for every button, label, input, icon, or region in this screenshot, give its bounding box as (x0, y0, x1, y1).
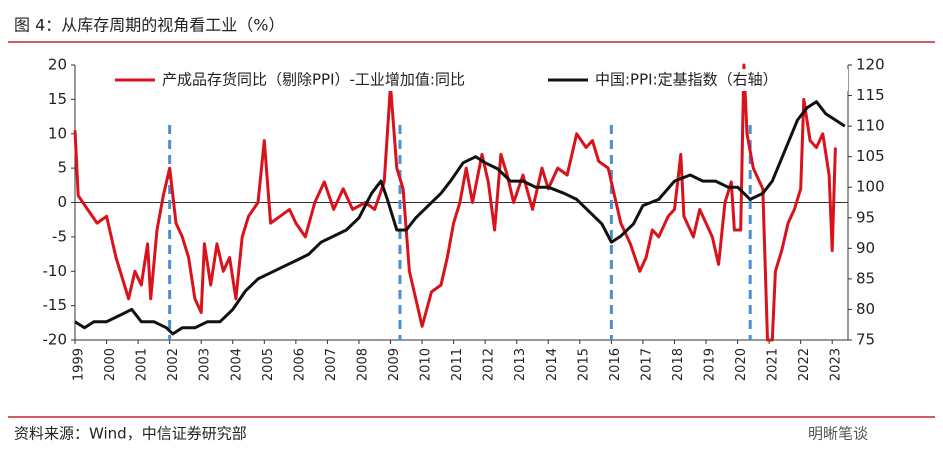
x-tick-label: 2000 (103, 348, 118, 381)
x-tick-label: 2008 (355, 348, 370, 381)
legend-bg (160, 69, 540, 91)
x-tick-label: 2011 (450, 348, 465, 381)
y-tick-label: 20 (48, 56, 67, 74)
x-tick-label: 2022 (797, 348, 812, 381)
x-tick-label: 2019 (703, 348, 718, 381)
legend-bg (593, 69, 848, 91)
y2-tick-label: 80 (856, 300, 875, 318)
y2-tick-label: 85 (856, 269, 875, 287)
legend-label: 产成品存货同比（剔除PPI）-工业增加值:同比 (162, 71, 465, 89)
y-tick-label: -10 (43, 262, 68, 280)
y2-tick-label: 110 (856, 117, 885, 135)
watermark: 明晰笔谈 (808, 425, 868, 443)
y2-tick-label: 100 (856, 178, 885, 196)
x-tick-label: 2005 (261, 348, 276, 381)
y-tick-label: 0 (57, 193, 67, 211)
y-tick-label: 10 (48, 124, 67, 142)
x-tick-label: 1999 (72, 348, 87, 381)
series-line (74, 100, 846, 336)
x-tick-label: 2003 (198, 348, 213, 381)
x-tick-label: 2012 (482, 348, 497, 381)
x-tick-label: 2002 (166, 348, 181, 381)
y2-tick-label: 105 (856, 147, 885, 165)
x-tick-label: 2018 (671, 348, 686, 381)
x-tick-label: 2014 (545, 348, 560, 381)
chart-title: 图 4：从库存周期的视角看工业（%） (14, 16, 284, 35)
y2-tick-label: 95 (856, 208, 875, 226)
x-tick-label: 2004 (229, 348, 244, 381)
legend-label: 中国:PPI:定基指数（右轴） (595, 71, 778, 89)
x-tick-label: 2023 (829, 348, 844, 381)
x-tick-label: 2007 (324, 348, 339, 381)
x-tick-label: 2006 (292, 348, 307, 381)
x-tick-label: 2017 (639, 348, 654, 381)
y2-tick-label: 115 (856, 86, 885, 104)
y2-tick-label: 90 (856, 239, 875, 257)
x-tick-label: 2015 (576, 348, 591, 381)
y-tick-label: 5 (57, 159, 67, 177)
y-tick-label: 15 (48, 90, 67, 108)
x-tick-label: 2021 (766, 348, 781, 381)
y-tick-label: -5 (52, 227, 67, 245)
y2-tick-label: 120 (856, 56, 885, 74)
y-tick-label: -20 (43, 331, 68, 349)
x-tick-label: 2020 (734, 348, 749, 381)
x-tick-label: 2009 (387, 348, 402, 381)
x-tick-label: 2010 (419, 348, 434, 381)
y2-tick-label: 75 (856, 331, 875, 349)
y-tick-label: -15 (43, 296, 68, 314)
series-line (73, 63, 837, 342)
x-tick-label: 2001 (135, 348, 150, 381)
x-tick-label: 2016 (608, 348, 623, 381)
source: 资料来源：Wind，中信证券研究部 (14, 425, 247, 443)
x-tick-label: 2013 (513, 348, 528, 381)
